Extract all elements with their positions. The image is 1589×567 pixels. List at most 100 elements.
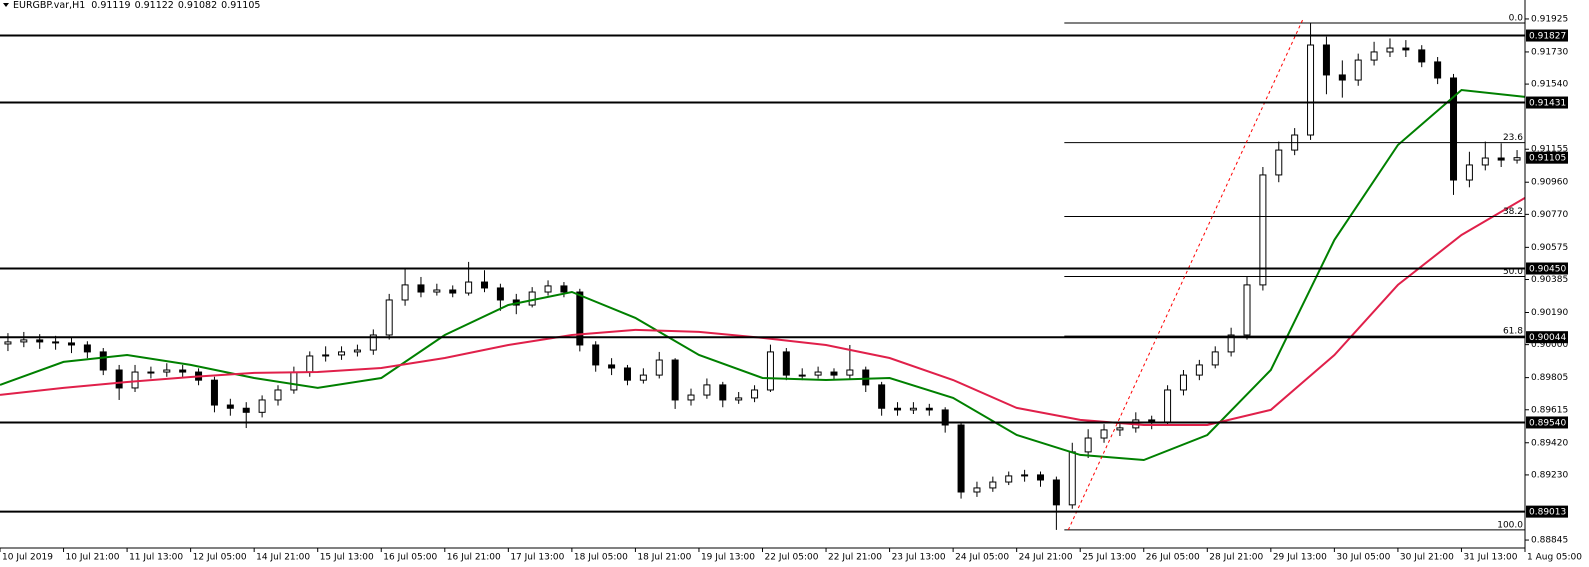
candle-body [385,299,393,336]
candle-body [735,397,743,401]
candle-body [1402,47,1410,51]
candle-body [1322,44,1330,76]
candle-body [1084,437,1092,453]
candle-body [878,384,886,409]
y-tick-label: 0.89230 [1531,470,1568,480]
x-tick-label: 28 Jul 21:00 [1209,553,1263,563]
x-tick-label: 30 Jul 21:00 [1400,553,1454,563]
x-tick-label: 24 Jul 21:00 [1019,553,1073,563]
candle-body [973,487,981,493]
x-tick-label: 22 Jul 05:00 [765,553,819,563]
candle-body [941,409,949,426]
y-tick-label: 0.91730 [1531,47,1568,57]
candle-body [639,374,647,381]
x-tick-label: 29 Jul 13:00 [1273,553,1327,563]
candle-body [179,369,187,373]
candle-body [1195,364,1203,376]
candle-body [131,371,139,389]
candle-body [1434,61,1442,79]
candle-body [496,287,504,301]
candle-body [1370,51,1378,61]
candle-body [576,291,584,346]
header-low: 0.91082 [178,0,217,11]
level-label: 0.89013 [1529,508,1566,518]
y-tick-label: 0.89615 [1531,405,1568,415]
candle-body [1021,474,1029,477]
x-tick-label: 16 Jul 05:00 [383,553,437,563]
x-tick-label: 24 Jul 05:00 [955,553,1009,563]
x-tick-label: 31 Jul 13:00 [1463,553,1517,563]
x-tick-label: 26 Jul 05:00 [1146,553,1200,563]
candle-body [1481,157,1489,166]
candle-body [782,351,790,376]
candle-body [989,481,997,489]
candle-body [20,339,28,343]
candle-body [369,334,377,351]
candle-body [1068,451,1076,506]
header: EURGBP.var,H1 0.91119 0.91122 0.91082 0.9110… [3,0,260,11]
candle-body [560,285,568,293]
candle-body [242,407,250,413]
candle-body [814,371,822,376]
x-tick-label: 18 Jul 21:00 [637,553,691,563]
candle-body [4,341,12,345]
candle-body [1211,351,1219,366]
candle-body [1259,174,1267,286]
y-tick-label: 0.90960 [1531,178,1568,188]
x-tick-label: 17 Jul 13:00 [510,553,564,563]
candle-body [1497,157,1505,161]
candle-body [1036,474,1044,481]
candle-body [1005,475,1013,483]
candle-body [1164,389,1172,423]
level-label: 0.91431 [1529,99,1566,109]
candle-body [1386,47,1394,53]
candle-body [36,339,44,343]
candle-body [465,281,473,294]
header-open: 0.91119 [91,0,130,11]
y-tick-label: 0.90575 [1531,243,1568,253]
header-high: 0.91122 [135,0,174,11]
level-box [1526,505,1568,518]
candle-body [1179,374,1187,391]
level-label: 0.91827 [1529,32,1566,42]
candle-body [1307,44,1315,136]
candle-body [210,379,218,406]
fib-ratio-label: 23.6 [1503,133,1523,143]
candle-body [623,367,631,381]
fib-ratio-label: 61.8 [1503,327,1523,337]
candle-body [655,359,663,376]
candle-body [957,424,965,493]
x-tick-label: 15 Jul 13:00 [320,553,374,563]
candle-body [1450,77,1458,181]
level-box [1526,331,1568,344]
candle-body [401,284,409,301]
candle-body [67,342,75,346]
candle-body [226,404,234,409]
x-tick-label: 14 Jul 21:00 [256,553,310,563]
candle-body [1354,59,1362,81]
x-tick-label: 19 Jul 13:00 [701,553,755,563]
x-tick-label: 18 Jul 05:00 [574,553,628,563]
candle-body [1100,429,1108,439]
level-label: 0.90044 [1529,333,1566,343]
x-tick-label: 10 Jul 21:00 [66,553,120,563]
candle-body [703,384,711,396]
level-label: 0.89540 [1529,418,1566,428]
y-tick-label: 0.90385 [1531,275,1568,285]
candle-body [258,399,266,413]
level-box [1526,262,1568,275]
y-tick-label: 0.91925 [1531,14,1568,24]
x-tick-label: 11 Jul 13:00 [129,553,183,563]
candle-body [274,389,282,401]
candle-body [1275,149,1283,176]
candle-body [115,369,123,389]
candle-body [862,369,870,386]
fib-ratio-label: 100.0 [1497,520,1523,530]
y-tick-label: 0.89805 [1531,373,1568,383]
x-tick-label: 30 Jul 05:00 [1336,553,1390,563]
plot-area [0,19,1525,531]
menu-arrow [3,3,9,7]
candle-body [353,349,361,353]
